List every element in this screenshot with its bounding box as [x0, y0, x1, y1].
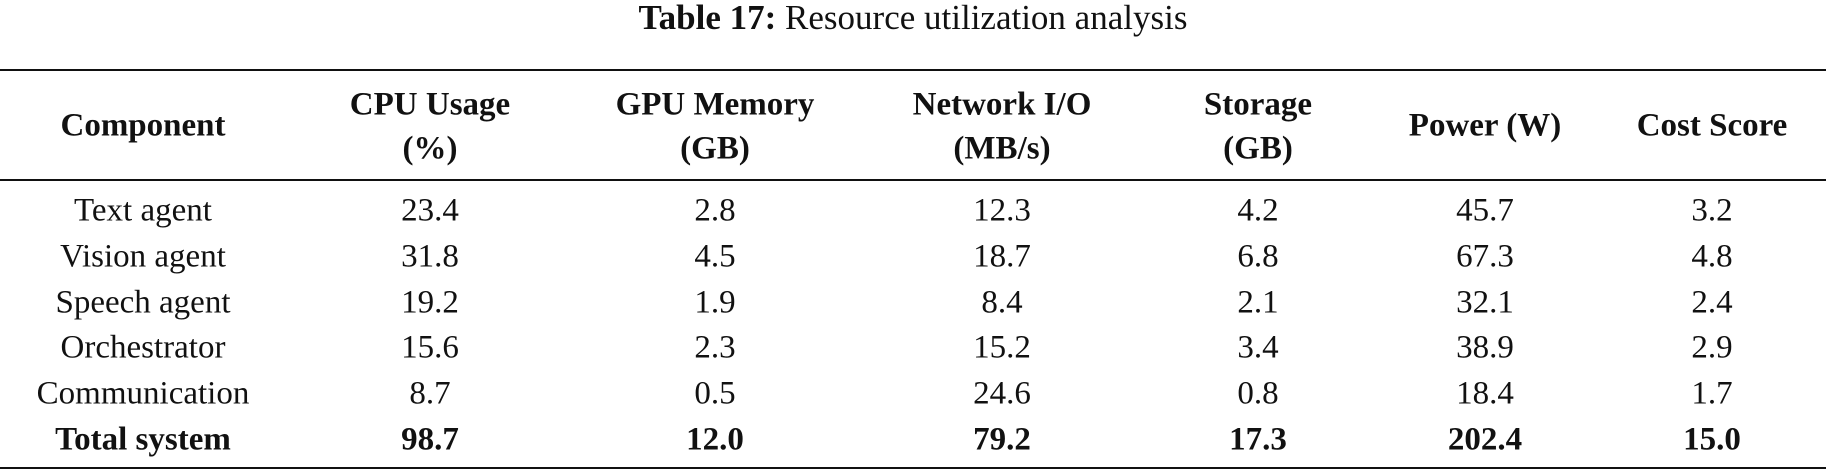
header-cell: Component	[60, 107, 226, 144]
top-rule	[0, 69, 1826, 71]
header-cell: CPU Usage	[349, 86, 511, 123]
table-cell: 23.4	[401, 192, 459, 229]
header-cell: Power (W)	[1408, 107, 1562, 144]
header-cell: (MB/s)	[953, 130, 1051, 167]
table-cell: 2.4	[1691, 284, 1733, 321]
table-cell: 4.5	[694, 238, 736, 275]
table-cell: 4.8	[1691, 238, 1733, 275]
header-cell: Storage	[1203, 86, 1313, 123]
table-cell: 24.6	[973, 375, 1031, 412]
row-label: Text agent	[74, 192, 212, 229]
table-cell: 17.3	[1229, 421, 1287, 458]
table-cell: 67.3	[1456, 238, 1514, 275]
table-cell: 18.4	[1456, 375, 1514, 412]
header-rule	[0, 179, 1826, 181]
row-label: Total system	[55, 421, 231, 458]
caption-label: Table 17:	[638, 0, 777, 37]
table-cell: 1.9	[694, 284, 736, 321]
table-cell: 6.8	[1237, 238, 1279, 275]
table-cell: 19.2	[401, 284, 459, 321]
header-cell: (GB)	[1223, 130, 1293, 167]
caption-text: Resource utilization analysis	[785, 0, 1188, 37]
table-cell: 32.1	[1456, 284, 1514, 321]
header-cell: Cost Score	[1636, 107, 1788, 144]
table-cell: 98.7	[401, 421, 459, 458]
table-cell: 45.7	[1456, 192, 1514, 229]
row-label: Orchestrator	[60, 329, 226, 366]
table-cell: 3.2	[1691, 192, 1733, 229]
table-cell: 1.7	[1691, 375, 1733, 412]
table-cell: 38.9	[1456, 329, 1514, 366]
table-cell: 15.6	[401, 329, 459, 366]
header-cell: Network I/O	[912, 86, 1092, 123]
table-cell: 8.7	[409, 375, 451, 412]
table-cell: 4.2	[1237, 192, 1279, 229]
row-label: Vision agent	[60, 238, 226, 275]
table-cell: 2.3	[694, 329, 736, 366]
table-cell: 12.3	[973, 192, 1031, 229]
row-label: Communication	[36, 375, 250, 412]
table-cell: 202.4	[1447, 421, 1523, 458]
table-cell: 2.9	[1691, 329, 1733, 366]
table-cell: 79.2	[973, 421, 1031, 458]
table-cell: 3.4	[1237, 329, 1279, 366]
header-cell: GPU Memory	[615, 86, 815, 123]
header-cell: (%)	[402, 130, 458, 167]
header-cell: (GB)	[680, 130, 750, 167]
row-label: Speech agent	[55, 284, 231, 321]
table-cell: 15.0	[1683, 421, 1741, 458]
bottom-rule	[0, 467, 1826, 469]
table-cell: 8.4	[981, 284, 1023, 321]
table-cell: 31.8	[401, 238, 459, 275]
table-caption: Table 17: Resource utilization analysis	[0, 0, 1826, 36]
table-cell: 0.8	[1237, 375, 1279, 412]
table-cell: 2.8	[694, 192, 736, 229]
table-cell: 0.5	[694, 375, 736, 412]
table-cell: 15.2	[973, 329, 1031, 366]
table-cell: 12.0	[686, 421, 744, 458]
table-cell: 2.1	[1237, 284, 1279, 321]
table-cell: 18.7	[973, 238, 1031, 275]
